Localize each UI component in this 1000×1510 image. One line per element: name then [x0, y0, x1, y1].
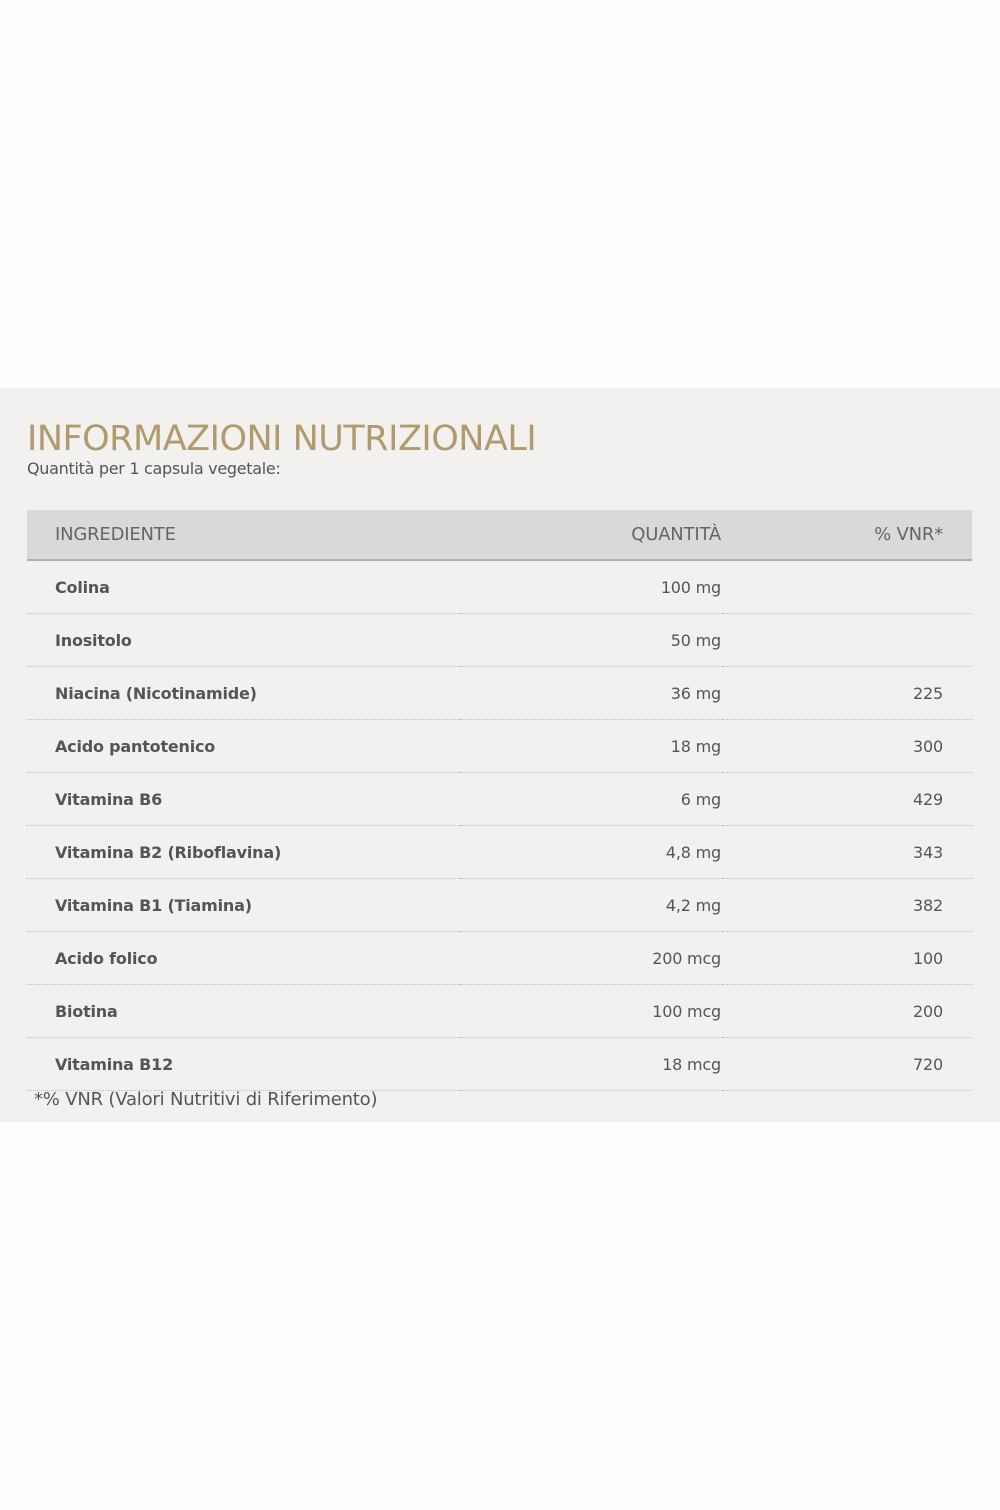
- quantity-cell: 6 mg: [460, 772, 722, 826]
- header-ingredient: INGREDIENTE: [55, 524, 176, 545]
- ingredient-cell: Colina: [27, 560, 460, 614]
- nutrition-table: INGREDIENTE QUANTITÀ % VNR* Colina 100 mg…: [27, 510, 972, 1091]
- table-row: Vitamina B12 18 mcg 720: [27, 1037, 972, 1091]
- vnr-cell: [722, 560, 972, 614]
- ingredient-cell: Vitamina B1 (Tiamina): [27, 878, 460, 932]
- header-vnr: % VNR*: [874, 524, 943, 545]
- page-title: INFORMAZIONI NUTRIZIONALI: [27, 419, 537, 459]
- quantity-cell: 4,8 mg: [460, 825, 722, 879]
- quantity-cell: 100 mg: [460, 560, 722, 614]
- table-row: Niacina (Nicotinamide) 36 mg 225: [27, 666, 972, 720]
- table-row: Acido pantotenico 18 mg 300: [27, 719, 972, 773]
- table-row: Vitamina B6 6 mg 429: [27, 772, 972, 826]
- table-header-row: INGREDIENTE QUANTITÀ % VNR*: [27, 510, 972, 560]
- subtitle: Quantità per 1 capsula vegetale:: [27, 459, 281, 478]
- quantity-cell: 50 mg: [460, 613, 722, 667]
- vnr-cell: 343: [722, 825, 972, 879]
- vnr-cell: 429: [722, 772, 972, 826]
- ingredient-cell: Biotina: [27, 984, 460, 1038]
- vnr-cell: [722, 613, 972, 667]
- footnote: *% VNR (Valori Nutritivi di Riferimento): [34, 1089, 378, 1110]
- ingredient-cell: Acido pantotenico: [27, 719, 460, 773]
- quantity-cell: 100 mcg: [460, 984, 722, 1038]
- vnr-cell: 200: [722, 984, 972, 1038]
- vnr-cell: 100: [722, 931, 972, 985]
- ingredient-cell: Acido folico: [27, 931, 460, 985]
- ingredient-cell: Vitamina B12: [27, 1037, 460, 1091]
- quantity-cell: 36 mg: [460, 666, 722, 720]
- ingredient-cell: Vitamina B2 (Riboflavina): [27, 825, 460, 879]
- vnr-cell: 300: [722, 719, 972, 773]
- table-row: Colina 100 mg: [27, 560, 972, 614]
- vnr-cell: 382: [722, 878, 972, 932]
- ingredient-cell: Inositolo: [27, 613, 460, 667]
- table-row: Vitamina B2 (Riboflavina) 4,8 mg 343: [27, 825, 972, 879]
- quantity-cell: 18 mcg: [460, 1037, 722, 1091]
- ingredient-cell: Niacina (Nicotinamide): [27, 666, 460, 720]
- vnr-cell: 720: [722, 1037, 972, 1091]
- vnr-cell: 225: [722, 666, 972, 720]
- quantity-cell: 200 mcg: [460, 931, 722, 985]
- table-row: Inositolo 50 mg: [27, 613, 972, 667]
- header-quantity: QUANTITÀ: [631, 524, 721, 545]
- table-row: Biotina 100 mcg 200: [27, 984, 972, 1038]
- quantity-cell: 4,2 mg: [460, 878, 722, 932]
- quantity-cell: 18 mg: [460, 719, 722, 773]
- table-row: Vitamina B1 (Tiamina) 4,2 mg 382: [27, 878, 972, 932]
- table-row: Acido folico 200 mcg 100: [27, 931, 972, 985]
- ingredient-cell: Vitamina B6: [27, 772, 460, 826]
